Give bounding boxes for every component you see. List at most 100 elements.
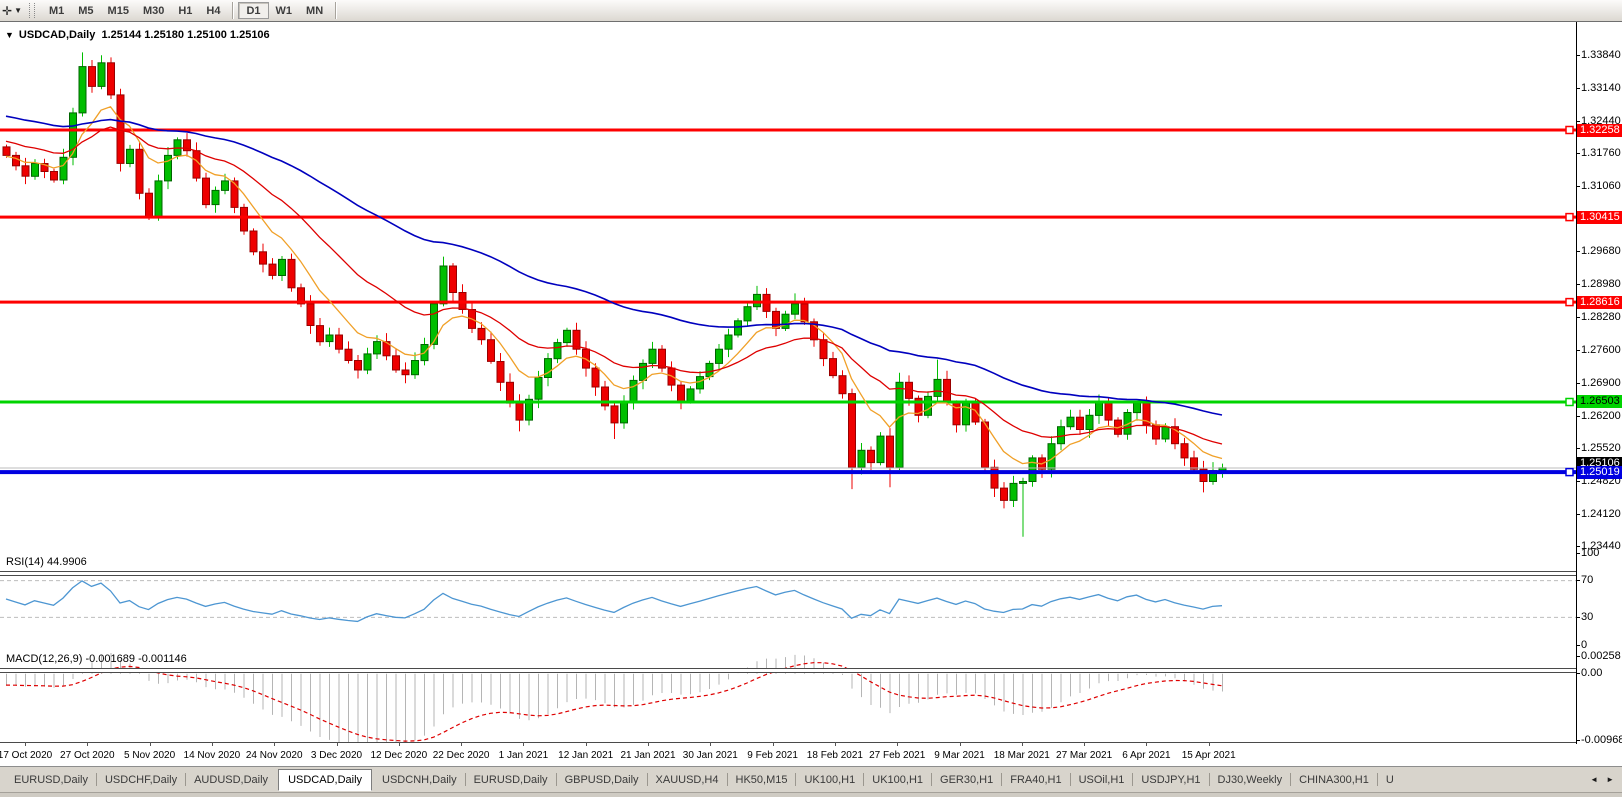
hline-1.26503[interactable] <box>0 400 1576 404</box>
symbol-tab-gbpusd-daily[interactable]: GBPUSD,Daily <box>564 773 639 786</box>
date-label: 12 Dec 2020 <box>370 750 428 761</box>
date-tick-mark <box>461 742 463 746</box>
macd-panel-splitter[interactable] <box>0 668 1576 673</box>
symbol-tab-usoil-h1[interactable]: USOil,H1 <box>1078 773 1125 786</box>
date-tick-mark <box>211 742 213 746</box>
symbol-tab-audusd-daily[interactable]: AUDUSD,Daily <box>194 773 269 786</box>
macd-tick-mark <box>1576 673 1580 675</box>
price-level-tag-1.30415[interactable]: 1.30415 <box>1577 210 1622 224</box>
hline-1.25019[interactable] <box>0 470 1576 475</box>
timeframe-button-h4[interactable]: H4 <box>206 4 221 17</box>
price-tick-label: 1.31760 <box>1581 147 1621 160</box>
price-level-tag-1.28616[interactable]: 1.28616 <box>1577 295 1622 309</box>
timeframe-button-m1[interactable]: M1 <box>48 4 65 17</box>
date-tick-mark <box>1021 742 1023 746</box>
price-level-tag-1.25019[interactable]: 1.25019 <box>1577 465 1622 479</box>
tab-separator <box>185 773 187 786</box>
symbol-tab-usdcnh-daily[interactable]: USDCNH,Daily <box>382 773 457 786</box>
rsi-tick-mark <box>1576 552 1580 554</box>
date-tick-mark <box>648 742 649 746</box>
price-level-tag-1.32258[interactable]: 1.32258 <box>1577 123 1622 137</box>
hline-handle-icon[interactable] <box>1565 397 1574 407</box>
macd-tick-label: 0.00258 <box>1581 649 1621 662</box>
date-tick-mark <box>959 742 961 746</box>
timeframe-toolbar: ✛ ▼ M1 M5 M15 M30 H1 H4 D1 W1 MN <box>0 0 1622 22</box>
tab-scroll-right-icon[interactable]: ► <box>1606 775 1614 784</box>
price-tick-label: 1.24120 <box>1581 508 1621 521</box>
rsi-tick-mark <box>1576 616 1580 618</box>
date-label: 14 Nov 2020 <box>183 750 241 761</box>
date-label: 9 Feb 2021 <box>747 750 798 761</box>
symbol-tab-u[interactable]: U <box>1385 773 1394 786</box>
symbol-tab-xauusd-h4[interactable]: XAUUSD,H4 <box>655 773 719 786</box>
date-tick-mark <box>523 742 525 746</box>
hline-handle-icon[interactable] <box>1565 212 1574 222</box>
hline-handle-icon[interactable] <box>1565 467 1574 477</box>
date-label: 21 Jan 2021 <box>620 750 676 761</box>
macd-histogram <box>6 653 1223 742</box>
symbol-tab-fra40-h1[interactable]: FRA40,H1 <box>1010 773 1062 786</box>
symbol-tab-usdcad-daily[interactable]: USDCAD,Daily <box>278 768 373 791</box>
price-chart-canvas[interactable] <box>0 22 1622 766</box>
date-label: 30 Jan 2021 <box>682 750 738 761</box>
date-tick-mark <box>398 742 400 746</box>
chart-window: ▼ USDCAD,Daily 1.25144 1.25180 1.25100 1.… <box>0 22 1622 766</box>
date-tick-mark <box>87 742 89 746</box>
tab-separator <box>1376 773 1378 786</box>
rsi-line <box>5 580 1223 623</box>
symbol-tab-china300-h1[interactable]: CHINA300,H1 <box>1299 773 1369 786</box>
ma-fast-line <box>5 106 1223 465</box>
chevron-down-icon[interactable]: ▼ <box>14 6 22 15</box>
hline-handle-icon[interactable] <box>1565 297 1574 307</box>
date-tick-mark <box>834 742 836 746</box>
symbol-tab-dj30-weekly[interactable]: DJ30,Weekly <box>1217 773 1283 786</box>
tab-separator <box>1132 773 1134 786</box>
date-label: 17 Oct 2020 <box>0 750 53 761</box>
timeframe-button-m5[interactable]: M5 <box>78 4 94 17</box>
chart-dropdown-icon[interactable]: ▼ <box>5 30 14 40</box>
rsi-tick-label: 100 <box>1581 546 1600 559</box>
timeframe-button-m15[interactable]: M15 <box>107 4 129 17</box>
timeframe-button-h1[interactable]: H1 <box>178 4 193 17</box>
symbol-tab-ger30-h1[interactable]: GER30,H1 <box>940 773 994 786</box>
symbol-tab-usdchf-daily[interactable]: USDCHF,Daily <box>104 773 178 786</box>
hline-1.32258[interactable] <box>0 128 1576 132</box>
toolbar-grip-handle[interactable] <box>28 3 35 18</box>
timeframe-button-d1[interactable]: D1 <box>238 2 269 19</box>
tab-scroll-left-icon[interactable]: ◄ <box>1590 775 1599 784</box>
timeframe-button-mn[interactable]: MN <box>306 4 324 17</box>
symbol-tab-usdjpy-h1[interactable]: USDJPY,H1 <box>1141 773 1201 786</box>
crosshair-tool-icon[interactable]: ✛ <box>2 3 13 18</box>
hline-handle-icon[interactable] <box>1565 125 1574 135</box>
tab-separator <box>1001 773 1003 786</box>
rsi-panel-splitter[interactable] <box>0 571 1576 576</box>
date-tick-mark <box>336 742 338 746</box>
rsi-tick-label: 30 <box>1581 610 1594 623</box>
timeframe-button-m30[interactable]: M30 <box>142 4 165 17</box>
symbol-tab-uk100-h1[interactable]: UK100,H1 <box>872 773 924 786</box>
price-tick-label: 1.23440 <box>1581 540 1621 553</box>
symbol-tab-uk100-h1[interactable]: UK100,H1 <box>804 773 856 786</box>
tab-separator <box>726 773 728 786</box>
hline-1.25106[interactable] <box>0 467 1576 469</box>
date-tick-mark <box>710 742 712 746</box>
timeframe-button-w1[interactable]: W1 <box>275 4 293 17</box>
symbol-tab-bar: EURUSD,Daily USDCHF,Daily AUDUSD,Daily USDC… <box>0 766 1622 792</box>
hline-1.28616[interactable] <box>0 300 1576 304</box>
price-tick-label: 1.29680 <box>1581 245 1621 258</box>
price-tick-label: 1.26200 <box>1581 409 1621 422</box>
symbol-tab-hk50-m15[interactable]: HK50,M15 <box>735 773 788 786</box>
date-label: 22 Dec 2020 <box>432 750 490 761</box>
symbol-tab-eurusd-daily[interactable]: EURUSD,Daily <box>473 773 548 786</box>
price-tick-mark <box>1576 415 1580 417</box>
hline-1.30415[interactable] <box>0 215 1576 219</box>
price-level-tag-1.26503[interactable]: 1.26503 <box>1577 395 1622 409</box>
date-label: 24 Nov 2020 <box>245 750 303 761</box>
date-tick-mark <box>274 742 276 746</box>
tab-separator <box>1208 773 1210 786</box>
date-label: 27 Oct 2020 <box>60 750 115 761</box>
ohlc-values: 1.25144 1.25180 1.25100 1.25106 <box>101 29 270 41</box>
date-tick-mark <box>1084 742 1086 746</box>
symbol-tab-eurusd-daily[interactable]: EURUSD,Daily <box>14 773 88 786</box>
price-tick-label: 1.27600 <box>1581 343 1621 356</box>
